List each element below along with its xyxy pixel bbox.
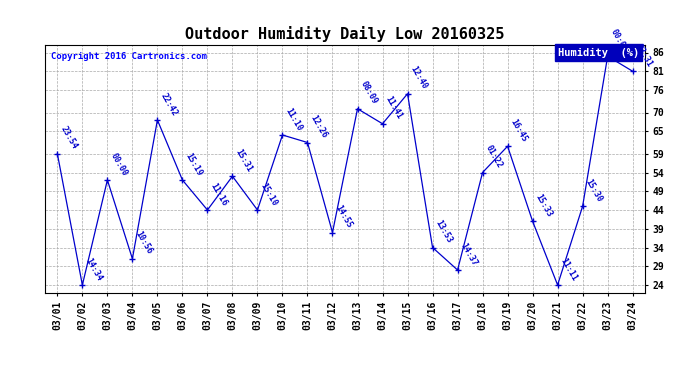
- Text: 10:56: 10:56: [134, 230, 154, 256]
- Text: Humidity  (%): Humidity (%): [558, 48, 639, 57]
- Text: 13:53: 13:53: [434, 219, 454, 245]
- Text: 23:31: 23:31: [634, 42, 654, 69]
- Text: 11:41: 11:41: [384, 95, 404, 121]
- Text: Copyright 2016 Cartronics.com: Copyright 2016 Cartronics.com: [51, 53, 207, 62]
- Text: 15:31: 15:31: [234, 147, 254, 174]
- Text: 00:00: 00:00: [109, 151, 129, 177]
- Text: 15:19: 15:19: [184, 151, 204, 177]
- Text: 23:54: 23:54: [59, 125, 79, 151]
- Text: 11:10: 11:10: [284, 106, 304, 132]
- Title: Outdoor Humidity Daily Low 20160325: Outdoor Humidity Daily Low 20160325: [186, 27, 504, 42]
- Text: 11:16: 11:16: [209, 181, 229, 207]
- Text: 11:11: 11:11: [559, 256, 580, 282]
- Text: 16:45: 16:45: [509, 117, 529, 144]
- Text: 14:37: 14:37: [459, 241, 480, 267]
- Text: 08:09: 08:09: [359, 80, 380, 106]
- Text: 15:10: 15:10: [259, 181, 279, 207]
- Text: 12:40: 12:40: [409, 65, 429, 91]
- Text: 14:55: 14:55: [334, 204, 354, 230]
- Text: 15:30: 15:30: [584, 177, 604, 204]
- Text: 14:34: 14:34: [83, 256, 104, 282]
- Text: 15:33: 15:33: [534, 192, 554, 219]
- Text: 22:42: 22:42: [159, 91, 179, 117]
- Text: 00:07: 00:07: [609, 27, 629, 54]
- Text: 01:22: 01:22: [484, 144, 504, 170]
- Text: 12:26: 12:26: [309, 114, 329, 140]
